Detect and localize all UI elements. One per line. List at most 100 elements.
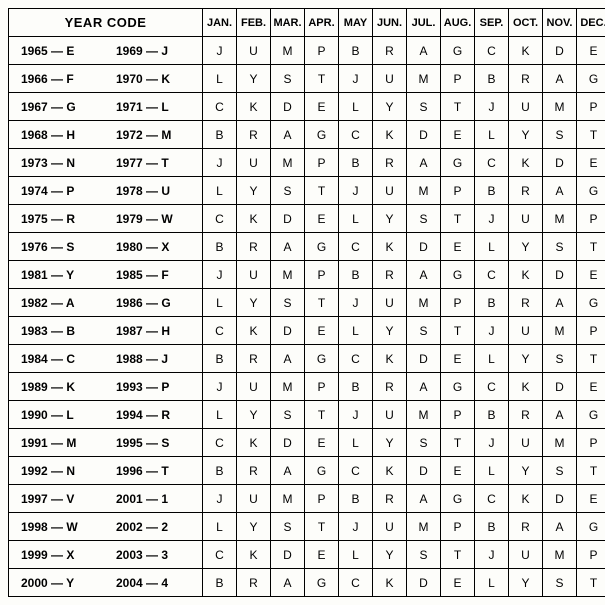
- month-code-cell: K: [373, 345, 407, 373]
- year-code-cell: 1990 — L1994 — R: [9, 401, 203, 429]
- month-code-cell: D: [271, 205, 305, 233]
- year-code-left: 1992 — N: [21, 464, 116, 478]
- month-code-cell: A: [407, 261, 441, 289]
- month-code-cell: M: [271, 373, 305, 401]
- month-code-cell: Y: [237, 177, 271, 205]
- table-row: 1982 — A1986 — GLYSTJUMPBRAG: [9, 289, 605, 317]
- month-code-cell: A: [407, 149, 441, 177]
- month-code-cell: P: [305, 37, 339, 65]
- month-code-cell: A: [543, 177, 577, 205]
- table-row: 1984 — C1988 — JBRAGCKDELYST: [9, 345, 605, 373]
- month-code-cell: R: [509, 401, 543, 429]
- month-code-cell: K: [237, 541, 271, 569]
- year-code-left: 1975 — R: [21, 212, 116, 226]
- year-code-cell: 1997 — V2001 — 1: [9, 485, 203, 513]
- month-code-cell: J: [203, 37, 237, 65]
- month-code-cell: B: [203, 345, 237, 373]
- month-code-cell: T: [305, 401, 339, 429]
- header-month: JAN.: [203, 9, 237, 37]
- year-code-left: 1989 — K: [21, 380, 116, 394]
- table-row: 2000 — Y2004 — 4BRAGCKDELYST: [9, 569, 605, 597]
- month-code-cell: P: [441, 513, 475, 541]
- year-code-right: 1993 — P: [116, 380, 202, 394]
- month-code-cell: Y: [509, 345, 543, 373]
- year-code-right: 2004 — 4: [116, 576, 202, 590]
- month-code-cell: R: [237, 121, 271, 149]
- month-code-cell: Y: [373, 205, 407, 233]
- year-code-right: 1988 — J: [116, 352, 202, 366]
- month-code-cell: K: [509, 37, 543, 65]
- month-code-cell: E: [305, 541, 339, 569]
- year-code-cell: 1998 — W2002 — 2: [9, 513, 203, 541]
- month-code-cell: J: [475, 429, 509, 457]
- month-code-cell: U: [373, 65, 407, 93]
- year-code-cell: 1967 — G1971 — L: [9, 93, 203, 121]
- month-code-cell: S: [271, 401, 305, 429]
- year-code-cell: 2000 — Y2004 — 4: [9, 569, 203, 597]
- month-code-cell: E: [577, 37, 605, 65]
- month-code-cell: S: [543, 121, 577, 149]
- month-code-cell: M: [407, 513, 441, 541]
- month-code-cell: D: [543, 373, 577, 401]
- month-code-cell: P: [441, 177, 475, 205]
- month-code-cell: D: [407, 569, 441, 597]
- year-code-right: 2002 — 2: [116, 520, 202, 534]
- month-code-cell: D: [271, 317, 305, 345]
- month-code-cell: D: [271, 429, 305, 457]
- month-code-cell: U: [509, 93, 543, 121]
- month-code-cell: J: [339, 289, 373, 317]
- month-code-cell: A: [271, 569, 305, 597]
- month-code-cell: R: [237, 569, 271, 597]
- month-code-cell: J: [203, 485, 237, 513]
- month-code-cell: T: [441, 429, 475, 457]
- month-code-cell: R: [509, 289, 543, 317]
- table-row: 1991 — M1995 — SCKDELYSTJUMP: [9, 429, 605, 457]
- month-code-cell: E: [441, 345, 475, 373]
- month-code-cell: M: [543, 317, 577, 345]
- month-code-cell: K: [373, 569, 407, 597]
- header-month: APR.: [305, 9, 339, 37]
- year-code-cell: 1965 — E1969 — J: [9, 37, 203, 65]
- year-code-left: 1984 — C: [21, 352, 116, 366]
- month-code-cell: C: [475, 149, 509, 177]
- month-code-cell: J: [475, 317, 509, 345]
- month-code-cell: G: [441, 37, 475, 65]
- year-code-left: 1982 — A: [21, 296, 116, 310]
- month-code-cell: P: [305, 149, 339, 177]
- month-code-cell: P: [305, 373, 339, 401]
- month-code-cell: G: [577, 401, 605, 429]
- month-code-cell: M: [407, 401, 441, 429]
- table-row: 1990 — L1994 — RLYSTJUMPBRAG: [9, 401, 605, 429]
- month-code-cell: R: [237, 345, 271, 373]
- month-code-cell: R: [373, 373, 407, 401]
- header-month: JUN.: [373, 9, 407, 37]
- month-code-cell: J: [339, 401, 373, 429]
- month-code-cell: Y: [237, 289, 271, 317]
- month-code-cell: S: [271, 513, 305, 541]
- year-code-left: 1990 — L: [21, 408, 116, 422]
- month-code-cell: K: [509, 485, 543, 513]
- table-row: 1999 — X2003 — 3CKDELYSTJUMP: [9, 541, 605, 569]
- month-code-cell: M: [543, 205, 577, 233]
- month-code-cell: P: [305, 485, 339, 513]
- month-code-cell: T: [577, 233, 605, 261]
- month-code-cell: D: [407, 457, 441, 485]
- header-month: MAR.: [271, 9, 305, 37]
- month-code-cell: U: [237, 373, 271, 401]
- month-code-cell: D: [271, 541, 305, 569]
- month-code-cell: M: [271, 261, 305, 289]
- month-code-cell: L: [203, 513, 237, 541]
- table-row: 1976 — S1980 — XBRAGCKDELYST: [9, 233, 605, 261]
- header-month: DEC.: [577, 9, 605, 37]
- month-code-cell: S: [407, 317, 441, 345]
- month-code-cell: K: [373, 233, 407, 261]
- year-code-cell: 1974 — P1978 — U: [9, 177, 203, 205]
- year-code-right: 1996 — T: [116, 464, 202, 478]
- month-code-cell: M: [271, 37, 305, 65]
- month-code-cell: Y: [237, 513, 271, 541]
- year-code-right: 1994 — R: [116, 408, 202, 422]
- table-row: 1989 — K1993 — PJUMPBRAGCKDE: [9, 373, 605, 401]
- year-code-cell: 1981 — Y1985 — F: [9, 261, 203, 289]
- month-code-cell: A: [543, 513, 577, 541]
- year-code-left: 1983 — B: [21, 324, 116, 338]
